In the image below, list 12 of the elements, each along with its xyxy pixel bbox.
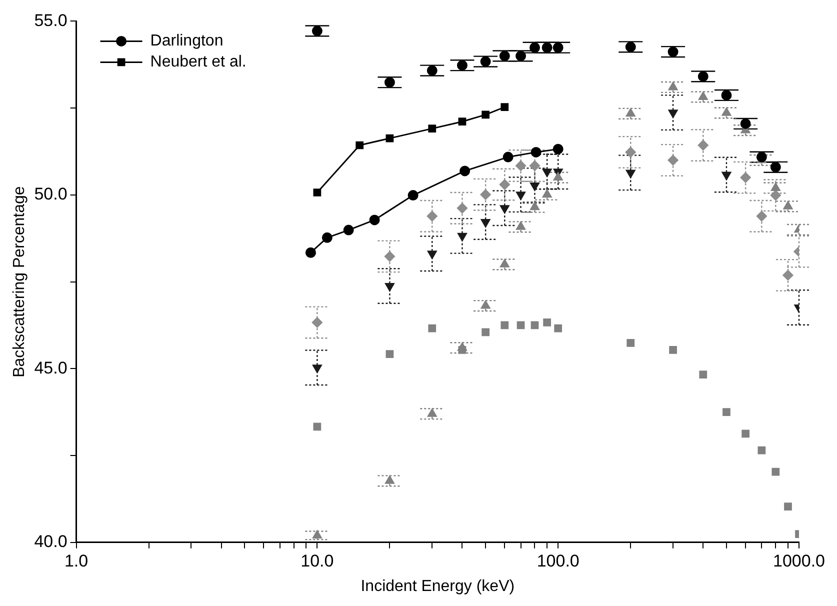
y-tick-label: 50.0 xyxy=(34,184,68,204)
y-axis-title: Backscattering Percentage xyxy=(11,186,28,378)
y-tick-label: 40.0 xyxy=(34,532,68,552)
y-tick-label: 55.0 xyxy=(34,10,68,30)
legend-label: Darlington xyxy=(150,32,224,50)
x-tick-label: 100.0 xyxy=(536,551,580,570)
x-axis-title: Incident Energy (keV) xyxy=(360,578,515,595)
x-tick-label: 1000.0 xyxy=(773,551,825,570)
x-tick-label: 10.0 xyxy=(300,551,334,570)
x-tick-label: 1.0 xyxy=(64,551,88,570)
legend-label: Neubert et al. xyxy=(150,54,246,71)
y-tick-label: 45.0 xyxy=(34,358,68,378)
